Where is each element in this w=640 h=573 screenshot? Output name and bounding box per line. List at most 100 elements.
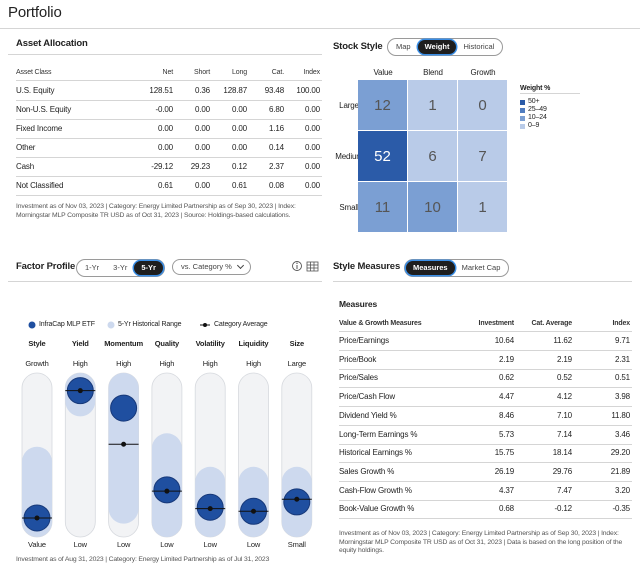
- table-value: 0.36: [195, 86, 210, 95]
- divider: [16, 80, 322, 81]
- style-cell: 12: [358, 80, 407, 130]
- row-label: Cash-Flow Growth %: [339, 485, 412, 495]
- table-value: 18.14: [552, 448, 572, 458]
- column-header: Index: [612, 320, 630, 327]
- divider: [339, 350, 632, 351]
- fund-dot: [283, 488, 311, 516]
- factor-low-label: Low: [203, 540, 217, 549]
- divider: [520, 93, 580, 94]
- info-icon[interactable]: [292, 261, 302, 271]
- table-value: 10.64: [494, 336, 514, 345]
- tab[interactable]: 3-Yr: [113, 263, 128, 272]
- divider: [339, 368, 632, 370]
- table-value: 0.00: [305, 105, 320, 114]
- column-header: Index: [303, 69, 321, 76]
- tab[interactable]: Market Cap: [461, 263, 501, 272]
- column-header: Investment: [478, 320, 515, 327]
- table-value: 2.19: [557, 354, 572, 364]
- table-value: 0.00: [158, 143, 173, 152]
- row-label: Long-Term Earnings %: [339, 429, 418, 439]
- table-value: 3.46: [615, 429, 630, 439]
- table-value: 2.31: [615, 354, 630, 364]
- style-cell: 6: [408, 131, 457, 181]
- footnote: Investment as of Nov 03, 2023 | Category…: [16, 203, 296, 219]
- legend-title: Weight %: [520, 85, 551, 92]
- style-cell: 0: [458, 80, 507, 130]
- legend-swatch: [520, 99, 525, 105]
- style-cell: 1: [408, 80, 457, 130]
- table-value: 9.71: [615, 336, 630, 345]
- section-title: Factor Profile: [16, 261, 76, 272]
- table-value: 7.47: [557, 485, 572, 495]
- table-value: 21.89: [610, 466, 630, 476]
- table-value: -29.12: [151, 162, 173, 171]
- table-value: 29.23: [190, 162, 210, 171]
- legend-dot: [28, 321, 36, 329]
- divider: [8, 281, 322, 282]
- tab[interactable]: 1-Yr: [85, 263, 100, 272]
- subsection-title: Measures: [339, 299, 378, 309]
- divider: [339, 443, 632, 445]
- divider: [339, 518, 632, 520]
- factor-low-label: Small: [287, 540, 306, 549]
- category-average-dot: [121, 441, 127, 447]
- table-value: 29.76: [552, 466, 572, 476]
- row-label: Book-Value Growth %: [339, 504, 415, 514]
- style-column-label: Blend: [423, 68, 443, 77]
- tab[interactable]: Historical: [463, 42, 495, 51]
- fund-dot: [110, 394, 138, 422]
- divider: [16, 100, 322, 101]
- table-value: 0.61: [158, 181, 173, 190]
- row-label: Non-U.S. Equity: [16, 105, 72, 114]
- table-value: 0.51: [615, 373, 630, 383]
- table-value: 0.68: [499, 504, 514, 514]
- style-row-label: Large: [339, 100, 359, 110]
- table-value: -0.35: [612, 504, 631, 514]
- factor-low-label: Low: [73, 540, 87, 549]
- dropdown[interactable]: vs. Category %: [172, 259, 251, 275]
- category-average-dot: [294, 496, 300, 502]
- style-row-label: Small: [339, 202, 359, 212]
- table-value: 4.47: [499, 392, 514, 402]
- table-value: 0.00: [305, 124, 320, 133]
- table-icon[interactable]: [306, 261, 319, 272]
- legend-swatch: [520, 115, 525, 121]
- table-value: 0.00: [195, 143, 210, 152]
- table-value: 15.75: [494, 448, 514, 458]
- tab[interactable]: Map: [396, 42, 411, 51]
- factor-high-label: High: [202, 359, 218, 368]
- legend-label: 50+: [528, 98, 540, 105]
- table-value: 7.14: [557, 429, 572, 439]
- table-value: 4.37: [499, 485, 514, 495]
- tab[interactable]: Weight: [417, 40, 457, 54]
- section-title: Asset Allocation: [16, 38, 88, 49]
- tab[interactable]: 5-Yr: [134, 261, 163, 275]
- tab-group: Map Weight Historical: [387, 38, 504, 56]
- legend-label: 25–49: [528, 106, 547, 113]
- table-value: 1.16: [269, 124, 284, 133]
- factor-high-label: High: [159, 359, 175, 368]
- row-label: Cash: [16, 162, 35, 171]
- table-value: 0.14: [269, 143, 284, 152]
- category-average-dot: [34, 515, 40, 521]
- style-cell: 1: [458, 182, 507, 232]
- row-label: Price/Book: [339, 354, 377, 364]
- category-average-dot: [164, 488, 170, 494]
- factor-high-label: High: [246, 359, 261, 368]
- legend-label: 5-Yr Historical Range: [118, 321, 182, 328]
- row-label: Other: [16, 143, 36, 152]
- divider: [0, 28, 640, 29]
- table-value: 100.00: [296, 86, 320, 95]
- table-value: 26.19: [494, 466, 514, 476]
- tab[interactable]: Measures: [406, 261, 455, 275]
- section-title: Stock Style: [333, 41, 383, 52]
- factor-high-label: High: [116, 359, 132, 368]
- row-label: Dividend Yield %: [339, 410, 397, 420]
- factor-low-label: Value: [28, 540, 46, 549]
- divider: [16, 119, 322, 120]
- table-value: 7.10: [557, 410, 572, 420]
- legend-label: 0–9: [528, 122, 540, 129]
- factor-low-label: Low: [116, 540, 131, 549]
- row-label: Price/Cash Flow: [339, 392, 395, 402]
